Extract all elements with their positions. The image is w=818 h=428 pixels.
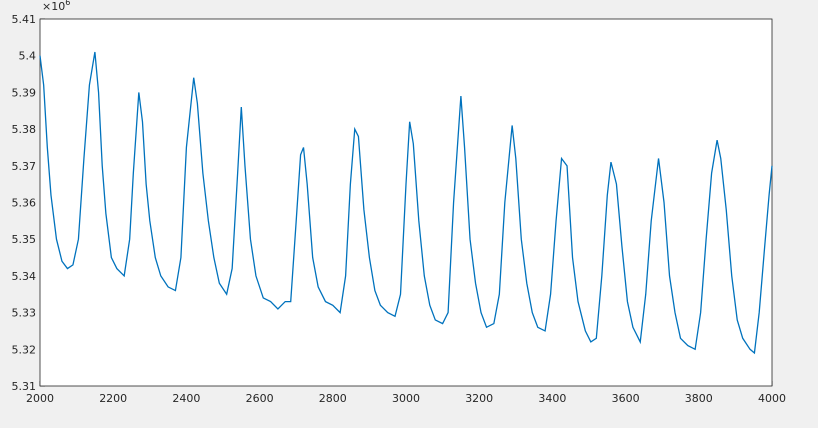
y-tick-label: 5.41 — [12, 13, 37, 26]
x-tick-label: 2400 — [172, 392, 200, 405]
x-tick-label: 3800 — [685, 392, 713, 405]
y-tick-label: 5.32 — [12, 343, 37, 356]
y-tick-label: 5.31 — [12, 380, 37, 393]
x-tick-label: 2200 — [99, 392, 127, 405]
x-tick-label: 4000 — [758, 392, 786, 405]
data-line — [39, 51, 773, 355]
y-tick-label: 5.4 — [19, 50, 37, 63]
y-exponent-base: ×10 — [42, 0, 65, 13]
x-tick-label: 2600 — [246, 392, 274, 405]
y-tick-label: 5.38 — [12, 123, 37, 136]
y-tick-label: 5.34 — [12, 270, 37, 283]
x-tick-label: 3000 — [392, 392, 420, 405]
y-tick-label: 5.33 — [12, 307, 37, 320]
x-tick-label: 3400 — [538, 392, 566, 405]
y-tick-label: 5.39 — [12, 86, 37, 99]
x-tick-label: 3600 — [612, 392, 640, 405]
y-tick-label: 5.36 — [12, 197, 37, 210]
y-exponent-power: 6 — [65, 0, 70, 7]
y-tick-label: 5.37 — [12, 160, 37, 173]
y-exponent: ×106 — [42, 0, 70, 13]
x-tick-label: 2000 — [26, 392, 54, 405]
x-tick-label: 3200 — [465, 392, 493, 405]
x-tick-label: 2800 — [319, 392, 347, 405]
y-tick-label: 5.35 — [12, 233, 37, 246]
plot-area — [39, 18, 773, 387]
